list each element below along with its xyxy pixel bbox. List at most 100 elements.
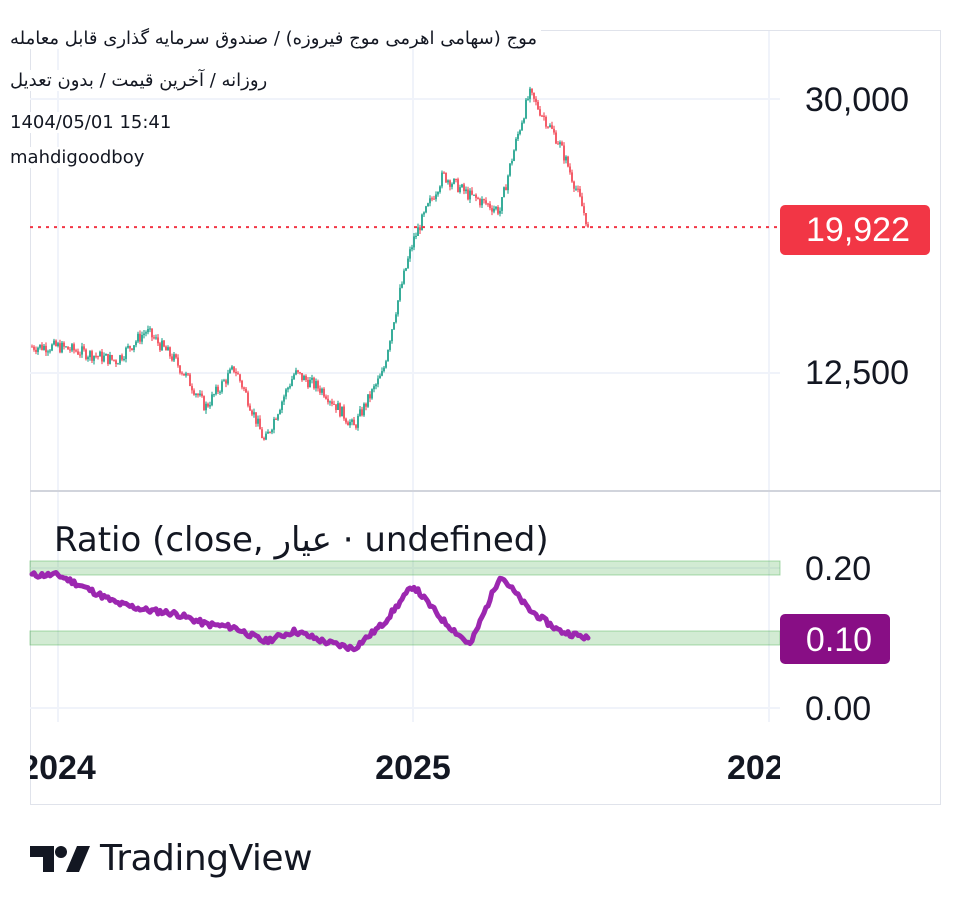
candle-body — [573, 181, 575, 189]
candle-body — [263, 438, 265, 440]
candle-body — [147, 329, 149, 333]
candle-body — [63, 342, 65, 347]
candle-body — [189, 374, 191, 387]
candle-body — [339, 403, 341, 417]
candle-body — [515, 138, 517, 151]
candle-body — [487, 203, 489, 205]
candle-body — [265, 433, 267, 440]
candle-body — [157, 337, 159, 344]
candle-body — [73, 344, 75, 351]
candle-body — [85, 349, 87, 360]
candle-body — [519, 130, 521, 134]
candle-body — [499, 210, 501, 214]
candle-body — [525, 99, 527, 119]
candle-body — [547, 126, 549, 128]
candle-body — [541, 115, 543, 117]
candle-body — [169, 347, 171, 357]
candle-body — [305, 375, 307, 380]
candle-body — [249, 405, 251, 411]
candle-body — [469, 190, 471, 200]
candle-body — [489, 203, 491, 209]
candle-body — [243, 387, 245, 389]
ratio-tick-label: 0.00 — [805, 690, 871, 728]
candle-body — [379, 375, 381, 379]
candle-body — [59, 343, 61, 353]
tradingview-wordmark: TradingView — [100, 838, 313, 879]
ratio-band — [29, 630, 781, 646]
tradingview-brand[interactable]: TradingView — [30, 838, 313, 879]
candle-body — [317, 381, 319, 389]
candle-body — [449, 180, 451, 187]
candle-body — [41, 344, 43, 350]
candle-body — [39, 344, 41, 348]
last-price-label: 19,922 — [806, 211, 910, 249]
candle-body — [569, 166, 571, 173]
datetime-line: 1404/05/01 15:41 — [8, 112, 176, 133]
grid — [30, 31, 780, 722]
candle-body — [201, 393, 203, 397]
candle-body — [245, 388, 247, 393]
candle-body — [211, 394, 213, 406]
candle-body — [57, 343, 59, 347]
author-line: mahdigoodboy — [8, 147, 149, 168]
candle-body — [413, 236, 415, 248]
candle-body — [565, 156, 567, 161]
candle-body — [583, 206, 585, 214]
candle-body — [111, 355, 113, 360]
candle-body — [471, 190, 473, 195]
candle-body — [233, 366, 235, 372]
candle-body — [491, 208, 493, 212]
candle-body — [197, 393, 199, 396]
candle-body — [253, 412, 255, 415]
candle-body — [103, 355, 105, 362]
candle-body — [183, 373, 185, 376]
candle-body — [415, 235, 417, 237]
candle-body — [407, 258, 409, 269]
candle-body — [67, 346, 69, 350]
candle-body — [209, 405, 211, 407]
candle-body — [291, 379, 293, 386]
candle-body — [475, 194, 477, 198]
candle-body — [439, 186, 441, 192]
candle-body — [343, 406, 345, 419]
candle-body — [281, 401, 283, 411]
candle-body — [45, 345, 47, 353]
candle-body — [579, 188, 581, 197]
candle-body — [585, 213, 587, 225]
candle-body — [159, 343, 161, 351]
candle-body — [387, 349, 389, 362]
candle-body — [467, 189, 469, 200]
candle-body — [431, 198, 433, 200]
candle-body — [337, 403, 339, 411]
candle-body — [203, 396, 205, 411]
candle-body — [289, 385, 291, 388]
candle-body — [581, 196, 583, 207]
candle-body — [277, 414, 279, 420]
candle-body — [389, 341, 391, 350]
candle-body — [351, 419, 353, 422]
candle-body — [325, 396, 327, 399]
candle-body — [421, 214, 423, 231]
candle-body — [577, 188, 579, 190]
candle-body — [77, 351, 79, 355]
candle-body — [497, 206, 499, 214]
candle-body — [553, 128, 555, 133]
candle-body — [33, 346, 35, 350]
candle-body — [293, 374, 295, 380]
candle-body — [543, 115, 545, 117]
candle-body — [367, 394, 369, 407]
candle-body — [175, 354, 177, 358]
candle-body — [273, 418, 275, 430]
candle-body — [459, 187, 461, 193]
candle-body — [557, 143, 559, 145]
candle-body — [141, 334, 143, 342]
candle-body — [53, 340, 55, 345]
candle-body — [397, 300, 399, 315]
candle-body — [477, 197, 479, 199]
candle-body — [179, 365, 181, 373]
candle-body — [269, 431, 271, 433]
candle-body — [503, 187, 505, 198]
tradingview-logo-icon — [30, 845, 90, 872]
candle-body — [241, 380, 243, 388]
